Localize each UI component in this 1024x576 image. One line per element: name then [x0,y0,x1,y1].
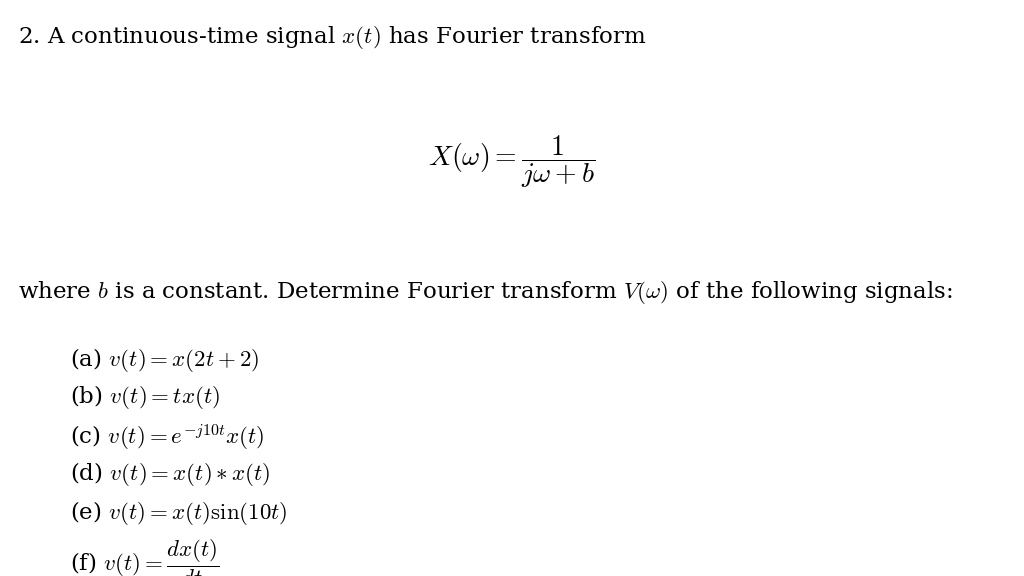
Text: (e) $v(t) = x(t)\sin(10t)$: (e) $v(t) = x(t)\sin(10t)$ [70,499,287,527]
Text: (a) $v(t) = x(2t + 2)$: (a) $v(t) = x(2t + 2)$ [70,346,259,374]
Text: (c) $v(t) = e^{-j10t}x(t)$: (c) $v(t) = e^{-j10t}x(t)$ [70,422,264,452]
Text: where $b$ is a constant. Determine Fourier transform $V(\omega)$ of the followin: where $b$ is a constant. Determine Fouri… [18,279,953,306]
Text: (b) $v(t) = tx(t)$: (b) $v(t) = tx(t)$ [70,383,219,411]
Text: (d) $v(t) = x(t) * x(t)$: (d) $v(t) = x(t) * x(t)$ [70,460,270,488]
Text: $X(\omega) = \dfrac{1}{j\omega + b}$: $X(\omega) = \dfrac{1}{j\omega + b}$ [428,133,596,190]
Text: (f) $v(t) = \dfrac{dx(t)}{dt}$: (f) $v(t) = \dfrac{dx(t)}{dt}$ [70,537,219,576]
Text: 2. A continuous-time signal $x(t)$ has Fourier transform: 2. A continuous-time signal $x(t)$ has F… [18,24,647,51]
